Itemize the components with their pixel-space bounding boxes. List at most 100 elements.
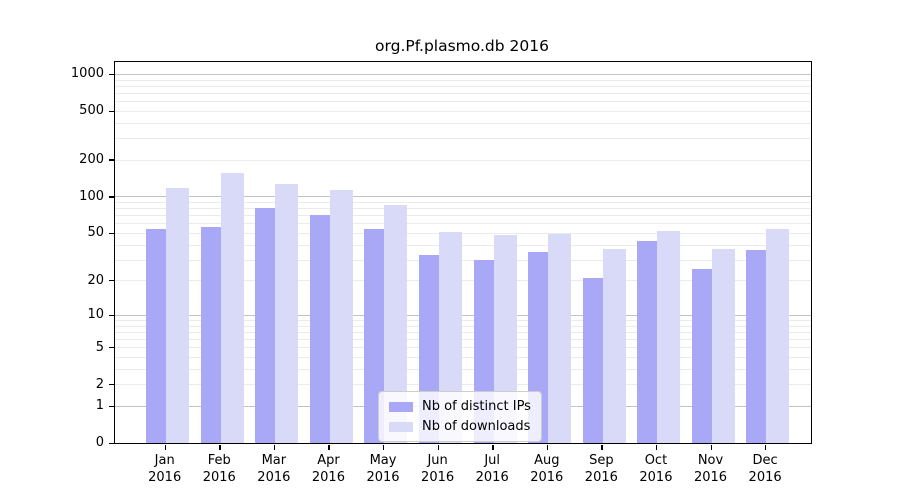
gridline-minor-30: [115, 259, 811, 261]
gridline-major-100: [115, 196, 811, 198]
gridline-minor-7: [115, 331, 811, 333]
bar-distinct-ips-mar: [255, 208, 276, 443]
y-tick-mark-0: [109, 442, 114, 445]
x-tick-mark-apr: [328, 444, 330, 450]
gridline-minor-8: [115, 325, 811, 327]
bar-downloads-jun: [438, 231, 462, 443]
x-tick-label-jan: Jan 2016: [135, 452, 195, 486]
x-tick-year: 2016: [530, 470, 564, 485]
y-tick-mark-1: [109, 405, 114, 408]
x-tick-label-jun: Jun 2016: [408, 452, 468, 486]
x-tick-mark-may: [383, 444, 385, 450]
y-tick-mark-500: [109, 110, 114, 112]
y-tick-label-100: 100: [79, 188, 104, 204]
y-tick-mark-20: [109, 280, 114, 282]
gridline-minor-40: [115, 244, 811, 246]
x-tick-mark-sep: [601, 444, 603, 450]
x-tick-label-jul: Jul 2016: [462, 452, 522, 486]
gridline-minor-60: [115, 223, 811, 225]
y-tick-mark-50: [109, 232, 114, 235]
gridline-minor-900: [115, 79, 811, 81]
bar-distinct-ips-may: [364, 228, 385, 443]
x-tick-month: May: [369, 453, 397, 468]
gridline-minor-200: [115, 159, 811, 161]
bar-distinct-ips-oct: [637, 240, 658, 443]
gridline-minor-70: [115, 215, 811, 217]
gridline-minor-300: [115, 138, 811, 140]
x-tick-label-oct: Oct 2016: [626, 452, 686, 486]
y-tick-mark-200: [109, 159, 114, 161]
gridline-minor-3: [115, 368, 811, 370]
gridline-minor-400: [115, 122, 811, 124]
y-tick-mark-100: [109, 196, 114, 198]
bar-downloads-feb: [220, 173, 244, 443]
x-tick-year: 2016: [421, 470, 455, 485]
x-tick-year: 2016: [257, 470, 291, 485]
y-tick-mark-10: [109, 314, 114, 316]
bar-downloads-aug: [548, 234, 572, 443]
bar-downloads-nov: [711, 248, 735, 443]
x-tick-mark-jan: [164, 444, 167, 450]
legend-label-downloads: Nb of downloads: [422, 419, 531, 434]
gridline-minor-20: [115, 280, 811, 282]
x-tick-year: 2016: [366, 470, 400, 485]
legend-item-downloads: Nb of downloads: [389, 419, 531, 434]
gridline-minor-80: [115, 208, 811, 210]
gridline-minor-4: [115, 357, 811, 359]
legend: Nb of distinct IPs Nb of downloads: [378, 391, 542, 442]
bar-distinct-ips-dec: [746, 250, 767, 443]
x-tick-month: Feb: [207, 453, 231, 468]
bar-downloads-oct: [657, 230, 681, 443]
gridline-major-10: [115, 314, 811, 316]
gridline-minor-9: [115, 320, 811, 321]
x-tick-label-nov: Nov 2016: [681, 452, 741, 486]
chart-title: org.Pf.plasmo.db 2016: [375, 37, 549, 55]
x-tick-mark-aug: [546, 444, 549, 450]
bar-downloads-mar: [275, 184, 299, 443]
gridline-minor-90: [115, 202, 811, 204]
x-tick-month: Apr: [317, 453, 340, 468]
y-tick-label-20: 20: [87, 272, 104, 288]
y-tick-label-200: 200: [79, 152, 104, 168]
gridline-minor-500: [115, 110, 811, 112]
x-tick-mark-dec: [765, 444, 767, 450]
bar-distinct-ips-jan: [146, 228, 166, 443]
gridline-major-1000: [115, 73, 811, 75]
x-tick-mark-mar: [273, 444, 276, 450]
x-tick-label-may: May 2016: [353, 452, 413, 486]
x-tick-month: Oct: [644, 453, 668, 468]
gridline-minor-600: [115, 101, 811, 103]
gridline-minor-2: [115, 384, 811, 386]
distinct-ips-swatch-icon: [389, 401, 413, 412]
bar-downloads-may: [384, 205, 408, 443]
x-tick-label-aug: Aug 2016: [517, 452, 577, 486]
bar-downloads-apr: [329, 189, 353, 443]
y-tick-mark-1000: [109, 73, 114, 76]
y-tick-label-1000: 1000: [70, 66, 104, 82]
bars-layer: [115, 62, 811, 443]
x-tick-month: Jul: [484, 453, 501, 468]
x-tick-year: 2016: [202, 470, 236, 485]
x-tick-month: Jan: [154, 453, 175, 468]
gridlines-layer: [115, 62, 811, 443]
bar-distinct-ips-feb: [200, 227, 221, 443]
y-tick-label-2: 2: [95, 376, 104, 392]
x-tick-year: 2016: [748, 470, 782, 485]
gridline-minor-6: [115, 339, 811, 341]
x-tick-mark-nov: [710, 444, 712, 450]
downloads-swatch-icon: [389, 421, 413, 432]
y-tick-label-50: 50: [87, 225, 104, 241]
y-tick-mark-5: [109, 346, 114, 349]
x-tick-label-sep: Sep 2016: [571, 452, 631, 486]
x-tick-mark-feb: [219, 444, 221, 450]
bar-distinct-ips-apr: [309, 215, 330, 443]
x-tick-mark-jul: [492, 444, 494, 450]
x-tick-month: Mar: [261, 453, 287, 468]
gridline-minor-5: [115, 347, 811, 349]
x-tick-month: Aug: [534, 453, 560, 468]
x-tick-year: 2016: [639, 470, 673, 485]
bar-downloads-sep: [602, 248, 626, 443]
x-tick-year: 2016: [475, 470, 509, 485]
gridline-minor-700: [115, 92, 811, 94]
